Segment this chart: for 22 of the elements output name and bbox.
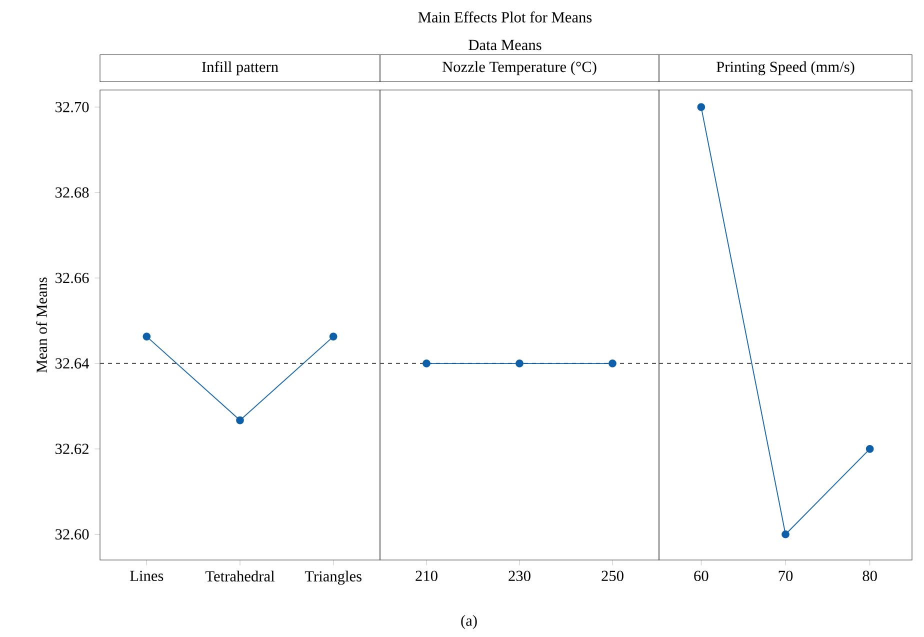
text: Data Means: [468, 40, 542, 50]
chart-title: Nozzle Temperature (°C): [442, 61, 596, 76]
x-tick-label: 230: [508, 570, 530, 582]
chart-title: Printing Speed (mm/s): [716, 61, 854, 76]
x-tick-label: 210: [416, 570, 438, 582]
y-tick-label: 32.70: [56, 102, 89, 112]
x-tick-label: 80: [862, 570, 877, 582]
x-tick-label: Lines: [130, 570, 164, 582]
chart-title: Infill pattern: [202, 61, 278, 76]
text: (a): [461, 615, 477, 629]
x-tick-label: 250: [602, 570, 624, 582]
x-tick-label: Triangles: [304, 570, 362, 585]
text: Main Effects Plot for Means: [418, 12, 592, 22]
x-tick-label: Tetrahedral: [205, 570, 275, 582]
y-tick-label: 32.66: [56, 272, 89, 284]
x-tick-label: 60: [694, 570, 708, 582]
y-tick-label: 32.62: [56, 444, 88, 454]
y-tick-label: 32.60: [56, 529, 89, 540]
y-tick-label: 32.64: [56, 358, 90, 369]
x-tick-label: 70: [778, 570, 793, 582]
y-axis-title: Mean of Means: [36, 277, 47, 373]
y-tick-label: 32.68: [56, 187, 89, 198]
